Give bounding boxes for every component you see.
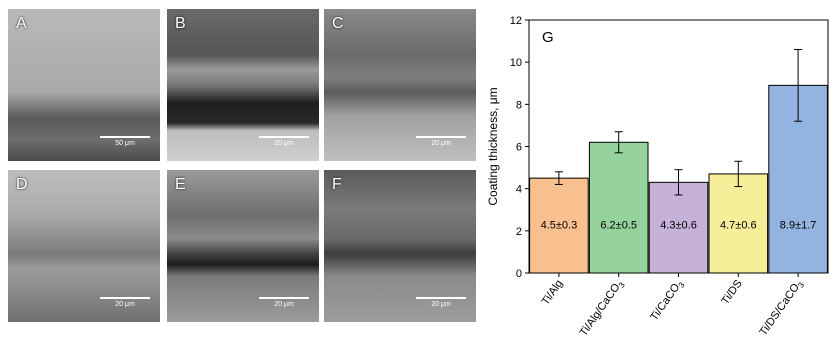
bar [708,173,769,274]
panel-label: A [16,15,27,32]
y-tick-label: 0 [516,268,522,280]
panel-label: C [332,15,344,32]
panel-label: F [332,176,342,193]
sem-panel-d: D 20 μm [8,170,160,322]
x-tick-label: Ti/CaCO3 [648,277,687,324]
sem-panel-e: E 20 μm [167,170,319,322]
y-tick-label: 8 [516,99,522,111]
y-tick-label: 12 [510,15,522,27]
scale-bar: 20 μm [259,297,309,308]
sem-panel-a: A 50 μm [8,9,160,161]
x-tick-label: Ti/DS/CaCO3 [757,277,806,339]
scale-bar: 50 μm [100,136,150,147]
panel-label: E [175,176,186,193]
x-tick-label: Ti/Alg/CaCO3 [578,277,628,339]
y-tick-label: 4 [516,184,522,196]
scale-bar: 20 μm [416,297,466,308]
bar-value-label: 4.5±0.3 [541,220,578,232]
sem-panel-c: C 20 μm [324,9,476,161]
scale-bar: 20 μm [259,136,309,147]
y-tick-label: 10 [510,57,522,69]
bar-value-label: 6.2±0.5 [600,220,637,232]
scale-bar: 20 μm [416,136,466,147]
bar-value-label: 4.7±0.6 [720,220,757,232]
scale-bar: 20 μm [100,297,150,308]
panel-label: D [16,176,28,193]
y-axis-label: Coating thickness, μm [486,87,500,205]
panel-label: B [175,15,186,32]
x-tick-label: Ti/DS [719,278,744,307]
panel-label-g: G [542,29,554,46]
sem-panel-b: B 20 μm [167,9,319,161]
y-tick-label: 6 [516,142,522,154]
x-tick-label: Ti/Alg [540,278,566,308]
bar-value-label: 8.9±1.7 [780,220,817,232]
bar [588,141,649,274]
coating-thickness-chart: 0 2 4 6 8 10 12 Coating thickness, μm G 4.5±0.3 Ti… [486,15,829,339]
sem-panel-f: F 20 μm [324,170,476,322]
y-tick-label: 2 [516,226,522,238]
bar-value-label: 4.3±0.6 [660,220,697,232]
